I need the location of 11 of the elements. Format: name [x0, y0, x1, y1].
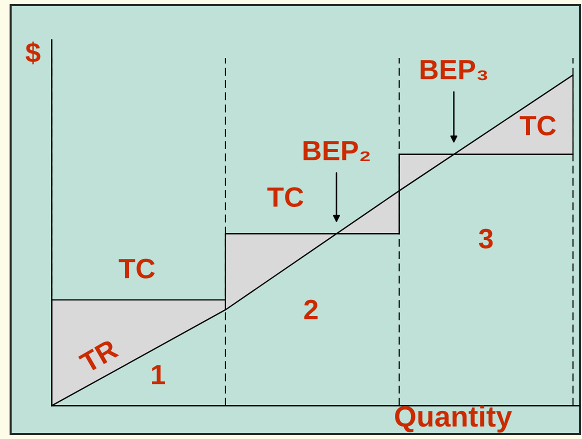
annotation: BEP₃ [420, 60, 488, 80]
series-label: TC [118, 258, 155, 278]
annotation: 3 [478, 228, 493, 248]
annotation: 2 [304, 300, 318, 320]
annotation: TC [520, 116, 556, 136]
annotation: BEP₂ [304, 141, 370, 162]
x-axis-title: Quantity [395, 405, 512, 433]
text: TR [78, 338, 120, 374]
annotation: TC [267, 187, 304, 207]
y-axis-title: $ [26, 42, 40, 64]
annotation: 1 [152, 365, 165, 384]
